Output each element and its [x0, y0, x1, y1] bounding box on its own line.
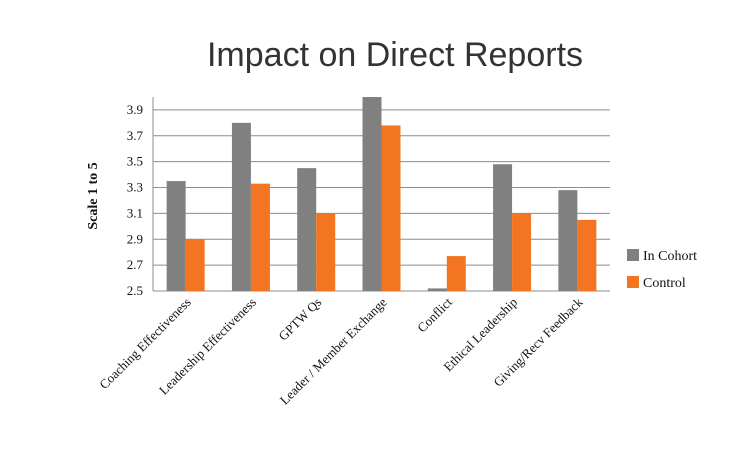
bar-control	[381, 125, 401, 291]
y-tick-label: 3.7	[127, 128, 144, 143]
bar-in-cohort	[362, 97, 382, 291]
y-tick-label: 2.5	[127, 283, 143, 298]
chart-title: Impact on Direct Reports	[207, 36, 583, 74]
y-tick-label: 3.1	[127, 205, 143, 220]
bar-in-cohort	[297, 168, 317, 291]
legend-swatch	[627, 276, 639, 288]
y-tick-label: 2.7	[127, 257, 144, 272]
bar-in-cohort	[427, 288, 447, 291]
legend: In Cohort Control	[627, 249, 697, 291]
bar-control	[250, 183, 270, 291]
bar-control	[512, 213, 532, 291]
y-tick-label: 3.5	[127, 154, 143, 169]
y-tick-label: 3.9	[127, 102, 143, 117]
bar-control	[185, 239, 205, 291]
bar-in-cohort	[493, 164, 513, 291]
y-tick-label: 2.9	[127, 231, 143, 246]
legend-label: In Cohort	[643, 249, 697, 264]
bar-in-cohort	[558, 190, 578, 291]
y-tick-label: 3.3	[127, 180, 143, 195]
bar-in-cohort	[166, 181, 186, 291]
bar-control	[316, 213, 336, 291]
x-tick-label: Leader / Member Exchange	[277, 294, 390, 407]
y-axis-label: Scale 1 to 5	[86, 162, 101, 229]
bar-in-cohort	[231, 122, 251, 291]
x-tick-label: Conflict	[414, 294, 455, 335]
legend-swatch	[627, 249, 639, 261]
bar-control	[446, 256, 466, 291]
x-tick-label: GPTW Qs	[275, 295, 324, 344]
bars	[166, 97, 597, 291]
bar-control	[577, 219, 597, 291]
y-tick-labels: 2.5 2.7 2.9 3.1 3.3 3.5 3.7 3.9	[127, 102, 144, 298]
legend-label: Control	[643, 276, 686, 291]
